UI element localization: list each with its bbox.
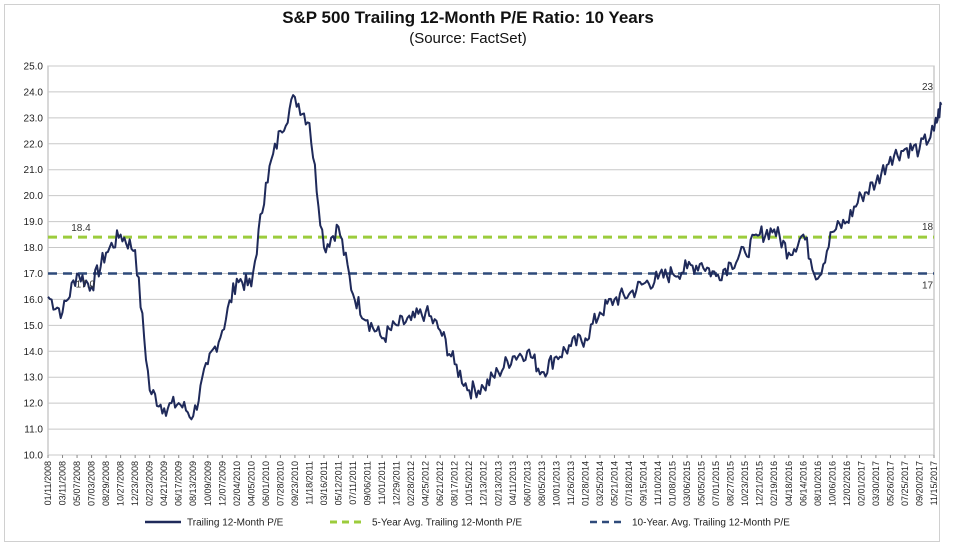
x-tick-label: 04/21/2009 (159, 461, 169, 506)
x-tick-label: 03/30/2017 (871, 461, 881, 506)
x-tick-label: 02/28/2012 (406, 461, 416, 506)
y-tick-label: 18.0 (24, 243, 44, 254)
x-tick-label: 10/06/2016 (827, 461, 837, 506)
x-tick-label: 03/25/2014 (595, 461, 605, 506)
y-tick-label: 22.0 (24, 139, 44, 150)
legend-label: 5-Year Avg. Trailing 12-Month P/E (372, 518, 522, 529)
x-tick-label: 12/23/2008 (130, 461, 140, 506)
x-tick-label: 08/13/2009 (188, 461, 198, 506)
x-tick-label: 11/01/2011 (377, 461, 387, 505)
x-tick-label: 12/13/2012 (479, 461, 489, 506)
grid-lines (47, 65, 935, 456)
plot-border (47, 65, 935, 456)
y-tick-label: 19.0 (24, 217, 44, 228)
y-tick-label: 17.0 (24, 269, 44, 280)
y-axis-ticks: 10.0 11.0 12.0 13.0 14.0 15.0 16.0 17.0 18.0 19.0… (24, 62, 44, 462)
x-tick-label: 06/21/2012 (435, 461, 445, 506)
y-tick-label: 23.0 (24, 113, 44, 124)
x-tick-label: 11/10/2014 (653, 461, 663, 505)
x-tick-label: 08/10/2016 (813, 461, 823, 506)
x-tick-label: 11/26/2013 (566, 461, 576, 505)
x-tick-label: 03/11/2008 (58, 461, 68, 505)
x-tick-label: 04/05/2010 (246, 461, 256, 506)
x-tick-label: 08/17/2012 (450, 461, 460, 506)
x-tick-label: 05/12/2011 (333, 461, 343, 505)
y-tick-label: 10.0 (24, 451, 44, 462)
chart-subtitle: (Source: FactSet) (409, 30, 527, 47)
annotations: 18.4 17.0 18 17 23 (71, 82, 933, 292)
five-year-avg-label-right: 18 (922, 222, 934, 233)
last-value-label: 23 (922, 82, 934, 93)
x-tick-label: 08/27/2015 (726, 461, 736, 506)
x-tick-label: 12/02/2016 (842, 461, 852, 506)
y-tick-label: 21.0 (24, 165, 44, 176)
x-tick-label: 08/29/2008 (101, 461, 111, 506)
x-tick-label: 05/21/2014 (609, 461, 619, 506)
x-tick-label: 11/18/2011 (304, 461, 314, 505)
y-tick-label: 15.0 (24, 321, 44, 332)
x-tick-label: 04/25/2012 (421, 461, 431, 506)
x-tick-label: 07/03/2008 (87, 461, 97, 506)
x-tick-label: 02/01/2017 (856, 461, 866, 506)
x-tick-label: 12/21/2015 (755, 461, 765, 506)
y-tick-label: 11.0 (24, 425, 43, 436)
legend-label: 10-Year. Avg. Trailing 12-Month P/E (632, 518, 790, 529)
x-tick-label: 06/14/2016 (798, 461, 808, 506)
x-tick-label: 06/07/2013 (522, 461, 532, 506)
x-tick-label: 02/19/2016 (769, 461, 779, 506)
chart-title: S&P 500 Trailing 12-Month P/E Ratio: 10 … (282, 8, 654, 27)
x-tick-label: 09/20/2017 (914, 461, 924, 506)
y-tick-label: 20.0 (24, 191, 44, 202)
trailing-pe-line (47, 94, 943, 421)
x-tick-label: 10/01/2013 (551, 461, 561, 506)
x-tick-label: 07/11/2011 (348, 461, 358, 505)
x-tick-label: 05/07/2008 (72, 461, 82, 506)
x-tick-label: 09/15/2014 (639, 461, 649, 506)
y-tick-label: 16.0 (24, 295, 44, 306)
x-tick-label: 05/26/2017 (885, 461, 895, 506)
five-year-avg-label-left: 18.4 (71, 223, 91, 234)
x-tick-label: 04/11/2013 (508, 461, 518, 505)
legend-label: Trailing 12-Month P/E (187, 518, 284, 529)
x-tick-label: 09/23/2010 (290, 461, 300, 506)
x-tick-label: 10/27/2008 (116, 461, 126, 506)
x-tick-label: 02/23/2009 (145, 461, 155, 506)
x-tick-label: 02/13/2013 (493, 461, 503, 506)
x-tick-label: 10/15/2012 (464, 461, 474, 506)
x-tick-label: 03/06/2015 (682, 461, 692, 506)
x-tick-label: 09/06/2011 (363, 461, 373, 505)
x-tick-label: 01/08/2015 (668, 461, 678, 506)
x-tick-label: 02/04/2010 (232, 461, 242, 506)
y-tick-label: 13.0 (24, 373, 44, 384)
x-tick-label: 06/17/2009 (174, 461, 184, 506)
series-lines (47, 94, 943, 421)
ten-year-avg-label-right: 17 (922, 280, 934, 291)
x-tick-label: 07/28/2010 (275, 461, 285, 506)
x-tick-label: 12/29/2011 (392, 461, 402, 505)
x-tick-label: 07/18/2014 (624, 461, 634, 506)
x-tick-label: 12/07/2009 (217, 461, 227, 506)
x-tick-label: 10/23/2015 (740, 461, 750, 506)
x-tick-label: 04/18/2016 (784, 461, 794, 506)
x-tick-label: 01/11/2008 (43, 461, 53, 505)
y-tick-label: 24.0 (24, 87, 44, 98)
y-tick-label: 12.0 (24, 399, 44, 410)
x-tick-label: 06/01/2010 (261, 461, 271, 506)
x-tick-label: 03/16/2011 (319, 461, 329, 505)
x-tick-label: 07/25/2017 (900, 461, 910, 506)
x-tick-label: 01/28/2014 (580, 461, 590, 506)
x-tick-label: 10/09/2009 (203, 461, 213, 506)
x-tick-label: 08/05/2013 (537, 461, 547, 506)
y-tick-label: 14.0 (24, 347, 44, 358)
x-tick-label: 05/05/2015 (697, 461, 707, 506)
x-tick-label: 07/01/2015 (711, 461, 721, 506)
legend: Trailing 12-Month P/E 5-Year Avg. Trailin… (145, 518, 790, 529)
x-axis-ticks: 01/11/2008 03/11/2008 05/07/2008 07/03/2008… (43, 455, 939, 506)
y-tick-label: 25.0 (24, 62, 44, 73)
x-tick-label: 11/15/2017 (929, 461, 939, 505)
ten-year-avg-label-left: 17.0 (76, 279, 96, 290)
